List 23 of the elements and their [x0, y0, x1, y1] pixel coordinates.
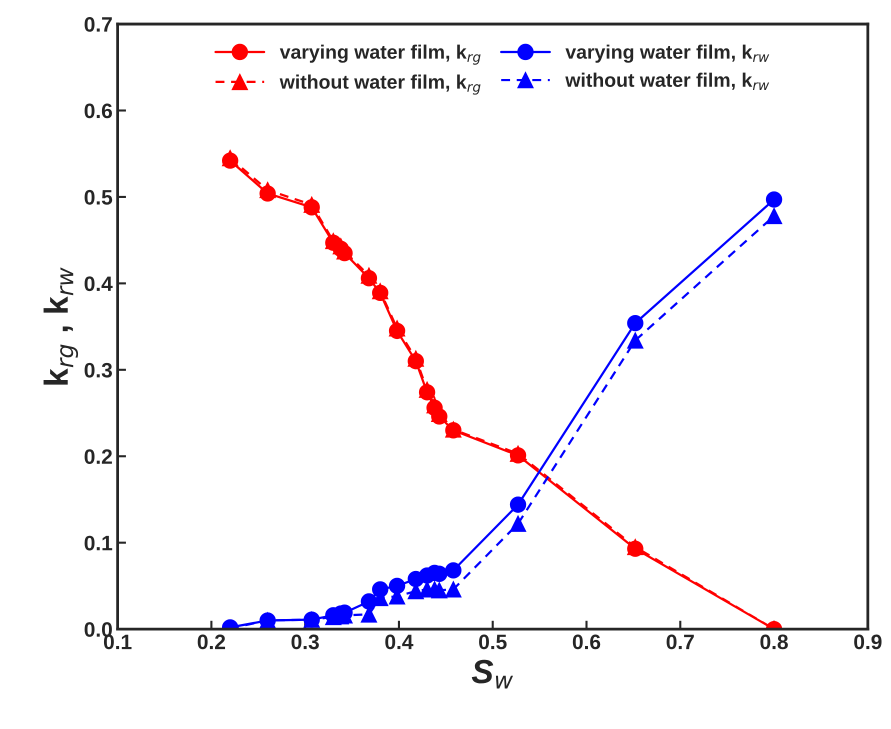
- y-tick-label: 0.0: [84, 622, 112, 637]
- legend-label: varying water film, k$_{rg}$: [280, 44, 481, 65]
- x-tick-label: 0.7: [666, 634, 694, 650]
- legend-label: varying water film, k$_{rw}$: [565, 44, 770, 63]
- y-tick-label: 0.5: [84, 190, 112, 205]
- y-tick-label: 0.1: [84, 536, 112, 550]
- y-axis-title: k$_{rg}$ , k$_{rw}$: [44, 267, 78, 385]
- legend-label: without water film, k$_{rg}$: [280, 74, 481, 95]
- y-tick-label: 0.3: [84, 362, 112, 378]
- x-tick-label: 0.3: [292, 634, 319, 650]
- y-tick-label: 0.4: [84, 276, 113, 292]
- x-tick-label: 0.8: [760, 634, 788, 650]
- x-tick-label: 0.6: [572, 634, 600, 650]
- y-tick-label: 0.7: [84, 17, 112, 32]
- x-axis-title: S$_{w}$: [472, 660, 514, 689]
- x-tick-label: 0.9: [854, 634, 882, 650]
- y-tick-label: 0.6: [84, 103, 112, 118]
- x-tick-label: 0.4: [385, 634, 414, 650]
- x-tick-label: 0.2: [198, 634, 226, 650]
- legend-label: without water film, k$_{rw}$: [565, 72, 770, 90]
- x-tick-label: 0.5: [479, 634, 507, 650]
- y-tick-label: 0.2: [84, 449, 112, 464]
- x-tick-label: 0.1: [104, 634, 132, 650]
